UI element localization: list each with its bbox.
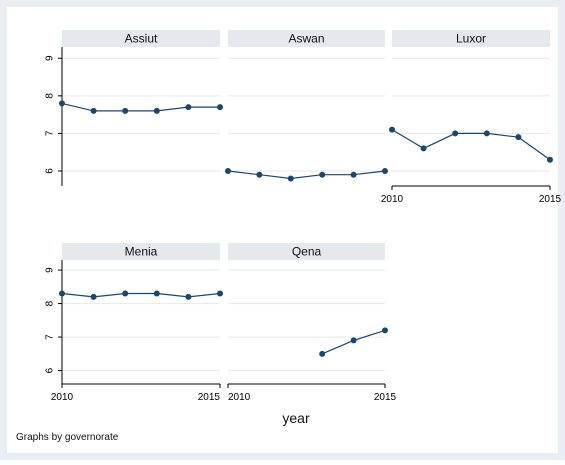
data-point: [153, 290, 160, 297]
data-point: [185, 293, 192, 300]
data-point: [319, 171, 326, 178]
plot-area: [62, 47, 220, 186]
x-tick-label: 2015: [198, 392, 221, 403]
data-point: [350, 171, 357, 178]
y-tick-label: 9: [45, 267, 56, 273]
y-tick-label: 8: [45, 93, 56, 99]
series-line: [61, 102, 220, 112]
data-point: [319, 350, 326, 357]
y-tick-label: 9: [45, 55, 56, 61]
panel-title: Assiut: [125, 32, 158, 46]
data-point: [90, 107, 97, 114]
y-tick-label: 6: [45, 168, 56, 174]
panel-strip: [228, 30, 385, 47]
series-line: [227, 170, 386, 180]
panel-strip: [62, 243, 220, 260]
panel-assiut: [58, 30, 223, 186]
data-point: [483, 130, 490, 137]
x-axis-title: year: [282, 410, 310, 426]
data-point: [382, 327, 388, 334]
panel-strip: [62, 30, 220, 47]
panel-title: Menia: [125, 245, 158, 259]
panel-menia: [58, 243, 223, 388]
data-point: [389, 126, 395, 133]
data-point: [225, 167, 231, 174]
series-line: [61, 292, 221, 298]
panel-strip: [228, 243, 385, 260]
data-point: [350, 337, 357, 344]
plot-area: [228, 260, 385, 384]
data-point: [90, 293, 97, 300]
y-tick-label: 8: [45, 300, 56, 306]
y-tick-label: 7: [45, 334, 56, 340]
x-tick-label: 2015: [374, 392, 397, 403]
x-tick-label: 2010: [51, 392, 74, 403]
x-tick-label: 2015: [539, 194, 562, 205]
panel-aswan: [225, 30, 388, 186]
panel-strip: [392, 30, 550, 47]
graphs-by-note: Graphs by governorate: [16, 432, 119, 443]
plot-area: [392, 47, 550, 186]
data-point: [420, 145, 427, 152]
data-point: [382, 167, 388, 174]
plot-area: [228, 47, 385, 186]
data-point: [256, 171, 263, 178]
series-line: [391, 129, 551, 161]
data-point: [185, 104, 192, 111]
panel-title: Aswan: [288, 32, 324, 46]
y-tick-label: 7: [45, 130, 56, 136]
x-tick-label: 2010: [228, 392, 251, 403]
data-point: [59, 100, 65, 107]
panel-qena: [227, 243, 388, 388]
data-point: [122, 290, 129, 297]
data-point: [217, 290, 223, 297]
data-point: [287, 175, 294, 182]
data-point: [515, 134, 522, 141]
data-point: [452, 130, 459, 137]
data-point: [59, 290, 65, 297]
data-point: [547, 156, 553, 163]
data-point: [217, 104, 223, 111]
data-point: [153, 107, 160, 114]
panel-title: Luxor: [456, 32, 486, 46]
x-tick-label: 2010: [381, 194, 404, 205]
panel-title: Qena: [292, 245, 322, 259]
data-point: [122, 107, 129, 114]
y-tick-label: 6: [45, 367, 56, 373]
plot-area: [62, 260, 220, 384]
panel-luxor: [389, 30, 553, 190]
